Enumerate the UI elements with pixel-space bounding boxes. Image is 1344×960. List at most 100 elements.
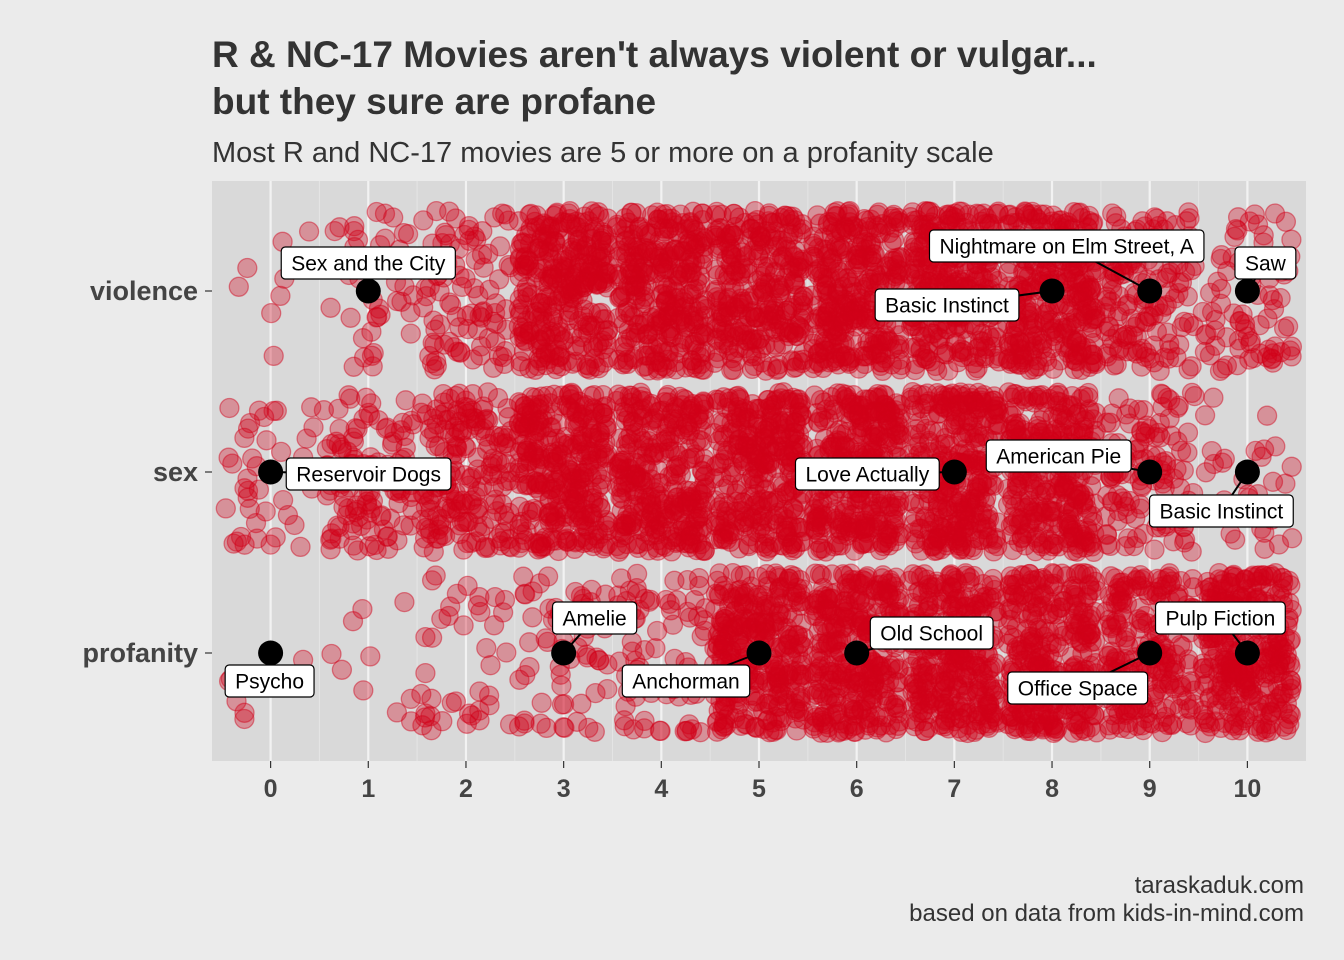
- data-point: [779, 209, 800, 230]
- data-point: [1006, 475, 1028, 496]
- data-point: [925, 355, 946, 377]
- data-point: [639, 591, 660, 612]
- data-point: [573, 277, 594, 298]
- data-point: [423, 310, 444, 331]
- data-point: [469, 586, 490, 608]
- data-point: [391, 291, 412, 312]
- data-point: [1101, 291, 1122, 312]
- data-point: [578, 266, 599, 288]
- data-point: [466, 229, 487, 251]
- data-point: [510, 393, 532, 414]
- data-point: [549, 325, 571, 347]
- data-point: [496, 319, 517, 340]
- data-point: [484, 494, 505, 515]
- data-point: [509, 326, 530, 348]
- data-point: [508, 299, 530, 320]
- data-point: [435, 225, 456, 246]
- data-point: [561, 287, 582, 308]
- data-point: [626, 563, 648, 585]
- data-point: [567, 229, 588, 251]
- data-point: [1146, 208, 1167, 229]
- data-point: [665, 465, 686, 486]
- data-point: [706, 201, 727, 223]
- data-point: [588, 358, 609, 379]
- data-point: [554, 259, 575, 281]
- data-point: [456, 305, 478, 326]
- data-point: [630, 277, 652, 298]
- data-point: [419, 427, 440, 449]
- data-point: [750, 518, 771, 539]
- data-point: [587, 241, 609, 263]
- data-point: [564, 336, 586, 357]
- data-point: [645, 638, 666, 659]
- data-point: [447, 341, 468, 362]
- data-point: [1101, 328, 1122, 350]
- data-point: [355, 387, 377, 408]
- data-point: [584, 271, 606, 292]
- data-point: [484, 302, 506, 324]
- data-point: [929, 328, 951, 350]
- data-point: [542, 265, 563, 287]
- data-point: [393, 222, 415, 244]
- data-point: [555, 473, 576, 494]
- data-point: [527, 355, 548, 377]
- data-point: [546, 530, 567, 551]
- data-point: [773, 440, 795, 461]
- data-point: [765, 322, 786, 343]
- data-point: [733, 455, 754, 476]
- data-point: [367, 306, 388, 328]
- data-point: [517, 282, 538, 303]
- data-point: [461, 490, 482, 511]
- data-point: [510, 302, 531, 323]
- data-point: [453, 615, 474, 636]
- data-point: [465, 249, 486, 271]
- data-point: [331, 659, 353, 680]
- data-point: [540, 321, 561, 342]
- data-point: [591, 228, 612, 249]
- data-point: [643, 478, 665, 499]
- data-point: [553, 257, 575, 278]
- data-point: [560, 389, 582, 410]
- data-point: [1275, 211, 1297, 232]
- data-point: [529, 329, 551, 350]
- chart-title-line-1: R & NC-17 Movies aren't always violent o…: [212, 34, 1097, 75]
- data-point: [606, 217, 627, 238]
- data-point: [538, 226, 559, 247]
- data-point: [1101, 403, 1123, 424]
- data-point: [572, 275, 593, 296]
- data-point: [592, 309, 613, 330]
- data-point: [585, 243, 606, 264]
- data-point: [595, 224, 617, 246]
- data-point: [833, 313, 854, 334]
- data-point: [761, 410, 782, 432]
- data-point: [593, 352, 614, 373]
- data-point: [458, 703, 480, 724]
- data-point: [509, 473, 530, 495]
- data-point: [551, 675, 572, 696]
- data-point: [559, 208, 581, 230]
- data-point: [1017, 497, 1038, 518]
- data-point: [516, 277, 537, 298]
- data-point: [488, 345, 510, 367]
- data-point: [370, 304, 391, 325]
- data-point: [576, 358, 598, 379]
- data-point: [535, 215, 557, 236]
- data-point: [558, 301, 579, 323]
- data-point: [415, 626, 436, 648]
- data-point: [458, 219, 479, 241]
- data-point: [541, 325, 562, 347]
- data-point: [581, 201, 602, 222]
- data-point: [1020, 422, 1041, 443]
- data-point: [578, 355, 599, 376]
- data-point: [617, 301, 638, 322]
- data-point: [537, 266, 559, 287]
- data-point: [707, 239, 728, 260]
- data-point: [971, 472, 992, 494]
- data-point: [486, 313, 507, 335]
- data-point: [552, 250, 574, 271]
- data-point: [239, 498, 260, 519]
- data-point: [905, 419, 927, 440]
- data-point: [361, 321, 382, 342]
- data-point: [559, 247, 581, 268]
- data-point: [779, 411, 800, 432]
